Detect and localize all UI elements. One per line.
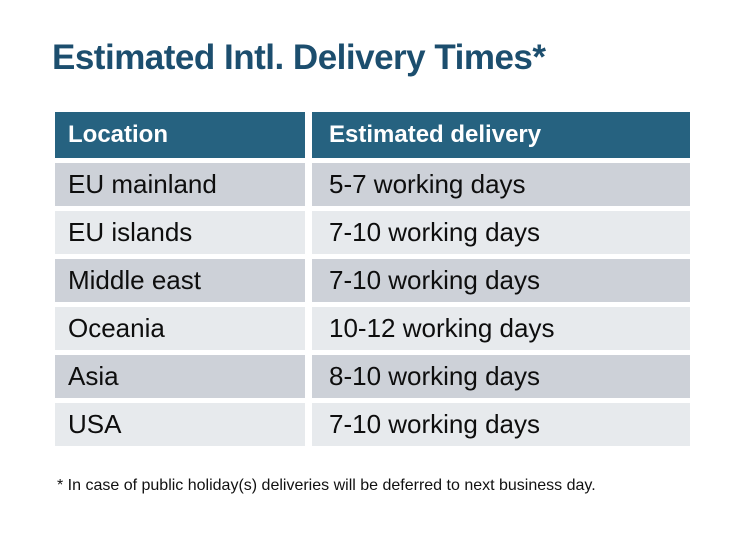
column-header-location: Location — [55, 112, 305, 158]
table-row-delivery: 7-10 working days — [312, 259, 690, 302]
table-row-delivery: 7-10 working days — [312, 211, 690, 254]
table-row-location: EU mainland — [55, 163, 305, 206]
table-row-location: Asia — [55, 355, 305, 398]
table-row-location: USA — [55, 403, 305, 446]
delivery-times-table: Location Estimated delivery EU mainland … — [55, 112, 690, 446]
table-row-delivery: 8-10 working days — [312, 355, 690, 398]
table-row-delivery: 5-7 working days — [312, 163, 690, 206]
table-row-location: Oceania — [55, 307, 305, 350]
page-title: Estimated Intl. Delivery Times* — [52, 38, 546, 77]
table-row-location: Middle east — [55, 259, 305, 302]
footnote: * In case of public holiday(s) deliverie… — [57, 477, 596, 494]
table-row-delivery: 7-10 working days — [312, 403, 690, 446]
table-row-delivery: 10-12 working days — [312, 307, 690, 350]
column-header-estimated-delivery: Estimated delivery — [312, 112, 690, 158]
table-row-location: EU islands — [55, 211, 305, 254]
